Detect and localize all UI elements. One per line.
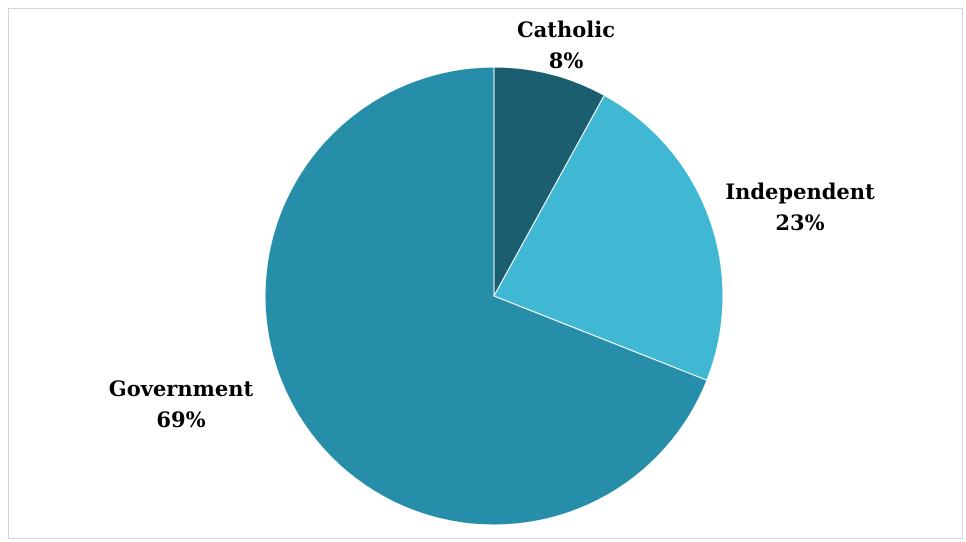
pie-slices [264,66,724,526]
slice-labels: Catholic 8% Independent 23% Government 69% [109,17,875,432]
slice-label-catholic: Catholic [517,17,615,42]
slice-label-independent: Independent [725,179,875,204]
pie-slice-independent [493,94,724,381]
slice-label-government: Government [109,376,254,401]
slice-value-catholic: 8% [549,48,584,73]
pie-slice-catholic [493,66,606,297]
slice-value-government: 69% [156,407,205,432]
slice-value-independent: 23% [775,210,824,235]
pie-slice-government [264,66,708,526]
